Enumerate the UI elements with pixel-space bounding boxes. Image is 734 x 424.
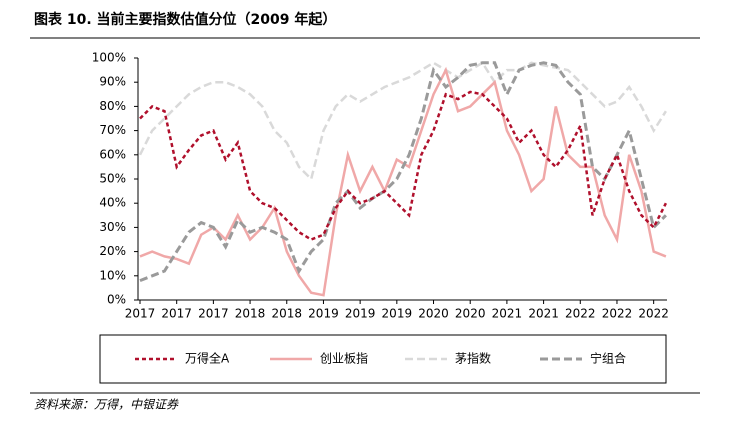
- series-line: [139, 61, 667, 282]
- x-tick-label: 2017: [125, 307, 156, 321]
- series-line: [139, 66, 667, 297]
- x-tick-label: 2022: [602, 307, 633, 321]
- chart-title: 图表 10. 当前主要指数估值分位（2009 年起）: [34, 11, 336, 28]
- y-tick-label: 0%: [107, 293, 126, 307]
- x-tick-label: 2019: [382, 307, 413, 321]
- x-tick-label: 2018: [271, 307, 302, 321]
- series-line: [139, 90, 668, 241]
- x-tick-label: 2017: [198, 307, 229, 321]
- y-tick-label: 80%: [99, 99, 126, 113]
- y-tick-label: 30%: [99, 220, 126, 234]
- y-tick-label: 50%: [99, 172, 126, 186]
- x-tick-label: 2020: [418, 307, 449, 321]
- x-tick-label: 2017: [161, 307, 192, 321]
- source-note: 资料来源：万得，中银证券: [34, 398, 179, 412]
- x-tick-label: 2019: [345, 307, 376, 321]
- legend-label: 万得全A: [185, 351, 230, 366]
- y-tick-label: 100%: [92, 51, 126, 65]
- y-tick-label: 40%: [99, 196, 126, 210]
- x-tick-label: 2021: [528, 307, 559, 321]
- legend-label: 创业板指: [320, 351, 368, 366]
- legend-box: [99, 334, 667, 384]
- y-tick-label: 10%: [99, 268, 126, 282]
- legend-label: 宁组合: [590, 351, 626, 366]
- x-tick-label: 2020: [455, 307, 486, 321]
- y-tick-label: 70%: [99, 123, 126, 137]
- x-tick-label: 2019: [308, 307, 339, 321]
- y-tick-label: 90%: [99, 75, 126, 89]
- y-tick-label: 60%: [99, 147, 126, 161]
- x-tick-label: 2021: [492, 307, 523, 321]
- x-tick-label: 2022: [565, 307, 596, 321]
- legend-label: 茅指数: [455, 351, 491, 366]
- y-tick-label: 20%: [99, 244, 126, 258]
- x-tick-label: 2018: [235, 307, 266, 321]
- x-tick-label: 2022: [638, 307, 669, 321]
- series-line: [138, 61, 667, 182]
